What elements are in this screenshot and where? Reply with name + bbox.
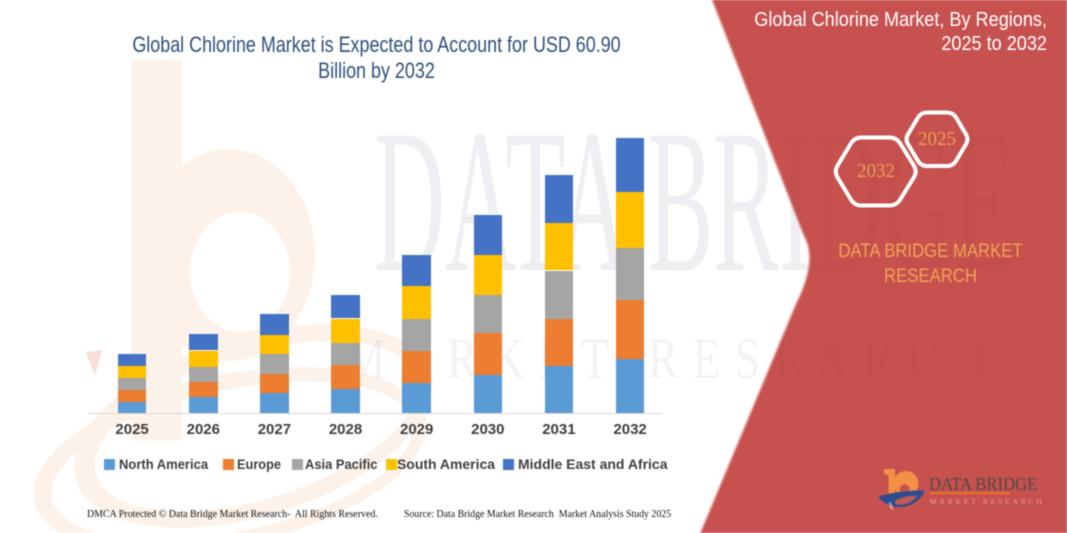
svg-text:MARKET RESEARCH: MARKET RESEARCH [345,326,1000,391]
